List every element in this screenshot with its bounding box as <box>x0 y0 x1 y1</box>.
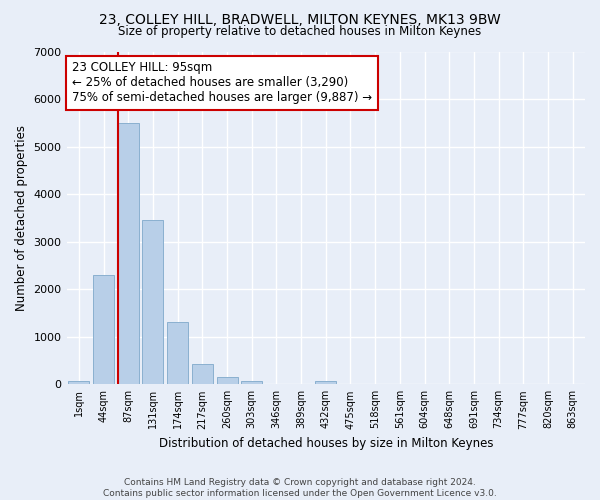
Bar <box>192 364 213 384</box>
Text: 23 COLLEY HILL: 95sqm
← 25% of detached houses are smaller (3,290)
75% of semi-d: 23 COLLEY HILL: 95sqm ← 25% of detached … <box>72 62 372 104</box>
Bar <box>167 322 188 384</box>
Text: 23, COLLEY HILL, BRADWELL, MILTON KEYNES, MK13 9BW: 23, COLLEY HILL, BRADWELL, MILTON KEYNES… <box>99 12 501 26</box>
Bar <box>217 376 238 384</box>
Bar <box>68 380 89 384</box>
Bar <box>93 275 114 384</box>
Y-axis label: Number of detached properties: Number of detached properties <box>15 125 28 311</box>
Bar <box>241 380 262 384</box>
X-axis label: Distribution of detached houses by size in Milton Keynes: Distribution of detached houses by size … <box>158 437 493 450</box>
Bar <box>142 220 163 384</box>
Bar <box>118 123 139 384</box>
Bar <box>315 381 336 384</box>
Text: Size of property relative to detached houses in Milton Keynes: Size of property relative to detached ho… <box>118 25 482 38</box>
Text: Contains HM Land Registry data © Crown copyright and database right 2024.
Contai: Contains HM Land Registry data © Crown c… <box>103 478 497 498</box>
